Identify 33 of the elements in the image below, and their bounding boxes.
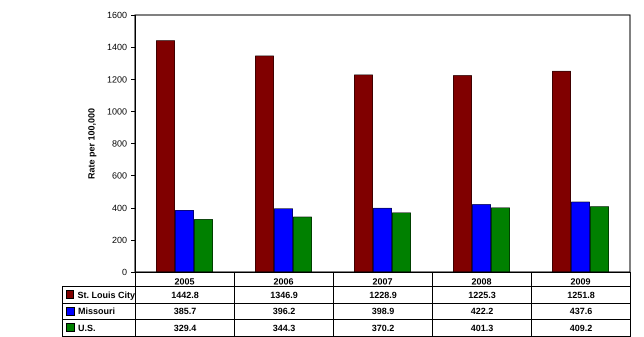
legend-label: U.S. [78, 322, 96, 333]
data-label: 398.9 [333, 302, 433, 320]
y-tick-label: 1200 [106, 74, 127, 84]
data-label: 344.3 [234, 319, 334, 336]
data-label: 437.6 [531, 302, 631, 320]
data-label: 1225.3 [432, 286, 532, 304]
y-tick-label: 1400 [106, 42, 127, 52]
x-tick-label: 2008 [471, 276, 492, 286]
y-tick-label: 600 [112, 170, 127, 181]
legend-label: Missouri [78, 306, 116, 316]
data-label: 1228.9 [333, 286, 433, 304]
y-axis-title: Rate per 100,000 [86, 108, 97, 180]
data-label: 396.2 [234, 302, 334, 320]
y-tick-label: 800 [112, 138, 127, 148]
y-tick-label: 200 [112, 234, 127, 245]
data-label: 370.2 [333, 319, 433, 336]
data-label: 1346.9 [234, 286, 334, 304]
data-label: 401.3 [432, 319, 532, 336]
data-label: 329.4 [135, 319, 235, 336]
x-tick-label: 2007 [372, 276, 393, 286]
data-label: 1442.8 [135, 286, 235, 304]
x-tick-label: 2005 [174, 276, 195, 286]
y-tick-label: 1000 [106, 106, 127, 116]
y-tick-label: 400 [112, 202, 127, 213]
data-label: 385.7 [135, 302, 235, 320]
x-tick-label: 2009 [570, 276, 591, 286]
y-tick-label: 0 [122, 267, 127, 277]
data-label: 422.2 [432, 302, 532, 320]
legend-label: St. Louis City [77, 290, 135, 300]
data-label: 1251.8 [531, 286, 631, 304]
y-tick-label: 1600 [106, 10, 127, 20]
data-label: 409.2 [531, 319, 631, 336]
x-tick-label: 2006 [273, 276, 294, 286]
